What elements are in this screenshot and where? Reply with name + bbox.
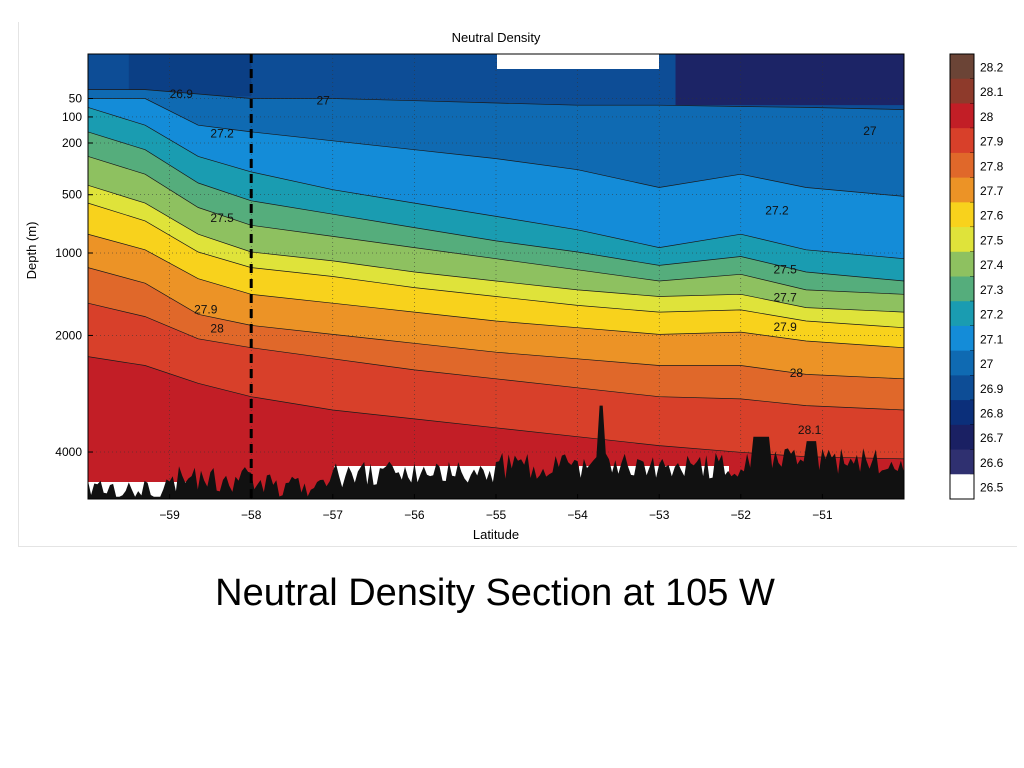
x-tick-label: −52 — [731, 508, 752, 522]
colorbar-label: 26.8 — [980, 406, 1004, 420]
colorbar-swatch — [950, 301, 974, 327]
colorbar-label: 27.6 — [980, 209, 1004, 223]
contour-label: 27.9 — [773, 320, 797, 334]
colorbar-swatch — [950, 78, 974, 104]
y-tick-label: 200 — [62, 136, 82, 150]
density-layer — [88, 203, 904, 348]
surface-patch — [128, 54, 252, 97]
colorbar-label: 27.1 — [980, 332, 1004, 346]
seafloor-bathymetry — [88, 405, 904, 499]
surface-patch-dark — [675, 54, 904, 106]
colorbar-label: 26.6 — [980, 456, 1004, 470]
contour-line — [88, 302, 904, 411]
colorbar-label: 27.2 — [980, 308, 1004, 322]
colorbar-swatch — [950, 400, 974, 426]
x-tick-label: −51 — [812, 508, 833, 522]
colorbar-label: 27.7 — [980, 184, 1004, 198]
colorbar-swatch — [950, 350, 974, 376]
colorbar-label: 28.1 — [980, 85, 1004, 99]
density-layer — [88, 234, 904, 379]
contour-label: 27.7 — [773, 291, 797, 305]
y-tick-label: 4000 — [55, 445, 82, 459]
slide-caption: Neutral Density Section at 105 W — [215, 572, 775, 614]
colorbar-swatch — [950, 474, 974, 500]
colorbar-label: 27 — [980, 357, 994, 371]
contour-label: 28 — [210, 321, 224, 335]
y-tick-label: 500 — [62, 188, 82, 202]
x-tick-label: −55 — [486, 508, 507, 522]
contour-line — [88, 156, 904, 295]
y-tick-label: 50 — [69, 92, 83, 106]
colorbar-swatch — [950, 103, 974, 129]
contour-label: 28.1 — [798, 423, 822, 437]
y-tick-label: 100 — [62, 110, 82, 124]
colorbar-label: 26.9 — [980, 382, 1004, 396]
chart-title: Neutral Density — [452, 30, 541, 45]
contour-line — [88, 89, 904, 110]
x-axis-label: Latitude — [473, 527, 519, 542]
colorbar-swatch — [950, 54, 974, 80]
colorbar-label: 27.5 — [980, 233, 1004, 247]
colorbar-label: 26.7 — [980, 431, 1004, 445]
neutral-density-chart: 26.9 27 27 27.2 27.2 27.5 27.5 27.7 27.9 27.9 28 28… — [24, 30, 1004, 542]
y-tick-label: 2000 — [55, 328, 82, 342]
contour-line — [88, 98, 904, 197]
figure-panel: 26.9 27 27 27.2 27.2 27.5 27.5 27.7 27.9 27.9 28 28… — [18, 22, 1017, 547]
contour-label: 27.2 — [765, 204, 789, 218]
colorbar-frame — [949, 53, 975, 500]
contour-line — [88, 202, 904, 329]
colorbar-swatch — [950, 128, 974, 154]
colorbar-swatch — [950, 152, 974, 179]
density-layer — [88, 267, 904, 410]
no-data-patch — [497, 54, 659, 69]
contour-line — [88, 267, 904, 380]
x-tick-label: −56 — [404, 508, 425, 522]
colorbar-label: 27.4 — [980, 258, 1004, 272]
contour-label: 27.5 — [210, 211, 234, 225]
contour-line — [88, 131, 904, 282]
contour-label: 28 — [790, 366, 804, 380]
colorbar-label: 28 — [980, 110, 994, 124]
colorbar-swatch — [950, 276, 974, 302]
colorbar-label: 26.5 — [980, 481, 1004, 495]
plot-area: 26.9 27 27 27.2 27.2 27.5 27.5 27.7 27.9 27.9 28 28… — [88, 54, 904, 499]
colorbar-swatch — [950, 177, 974, 203]
colorbar-label: 28.2 — [980, 60, 1004, 74]
contour-label: 27.2 — [210, 127, 234, 141]
y-axis-label: Depth (m) — [24, 222, 39, 280]
density-layer — [88, 303, 904, 459]
colorbar-swatch — [950, 375, 974, 401]
contour-label: 27.5 — [773, 262, 797, 276]
contour-line — [88, 356, 904, 460]
colorbar-swatch — [950, 424, 974, 451]
contour-line — [88, 107, 904, 260]
colorbar-swatch — [950, 251, 974, 277]
colorbar-label: 27.8 — [980, 159, 1004, 173]
colorbar-swatch — [950, 227, 974, 253]
contour-label: 26.9 — [170, 87, 194, 101]
x-tick-label: −54 — [567, 508, 588, 522]
contour-label: 27 — [316, 94, 330, 108]
x-tick-label: −57 — [323, 508, 344, 522]
y-tick-label: 1000 — [55, 246, 82, 260]
x-tick-label: −58 — [241, 508, 262, 522]
colorbar-swatch — [950, 202, 974, 228]
colorbar-swatch — [950, 325, 974, 352]
contour-line — [88, 184, 904, 313]
x-tick-label: −53 — [649, 508, 670, 522]
colorbar-swatch — [950, 449, 974, 475]
colorbar-label: 27.3 — [980, 283, 1004, 297]
contour-line — [88, 233, 904, 349]
contour-label: 27.9 — [194, 303, 218, 317]
contour-label: 27 — [863, 124, 877, 138]
x-tick-label: −59 — [159, 508, 180, 522]
colorbar-label: 27.9 — [980, 135, 1004, 149]
